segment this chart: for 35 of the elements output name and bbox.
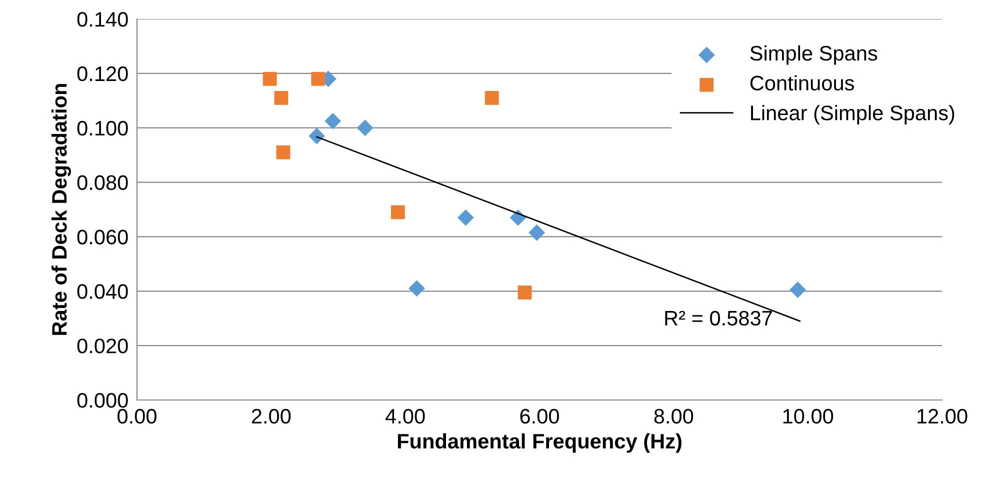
x-tick-label: 0.00 <box>118 408 156 424</box>
point <box>457 209 474 226</box>
point <box>391 205 405 220</box>
point <box>790 282 806 298</box>
point <box>324 112 342 130</box>
legend-label: Linear (Simple Spans) <box>751 105 954 124</box>
y-tick-label: 0.120 <box>77 66 128 82</box>
x-tick-label: 6.00 <box>520 408 559 424</box>
x-tick-label: 2.00 <box>252 408 291 424</box>
x-tick-label: 12.00 <box>918 408 968 424</box>
point <box>262 72 277 86</box>
point <box>308 128 325 144</box>
point <box>484 90 499 105</box>
y-tick-label: 0.020 <box>77 338 128 354</box>
point <box>276 145 290 160</box>
point <box>356 120 374 136</box>
point <box>274 90 288 105</box>
point <box>518 286 532 300</box>
point <box>528 224 546 241</box>
point <box>408 280 425 297</box>
y-tick-label: 0.080 <box>77 175 128 190</box>
legend-label: Simple Spans <box>750 45 878 65</box>
point <box>311 72 326 86</box>
y-axis-title: Rate of Deck Degradation <box>51 84 71 335</box>
y-tick-label: 0.040 <box>77 284 128 299</box>
y-tick-label: 0.060 <box>77 230 128 244</box>
annotation: R² = 0.5837 <box>665 310 772 326</box>
x-tick-label: 8.00 <box>654 408 694 424</box>
y-tick-label: 0.140 <box>77 12 128 27</box>
x-tick-label: 4.00 <box>386 408 425 424</box>
x-tick-label: 10.00 <box>783 408 834 424</box>
y-tick-label: 0.000 <box>77 393 128 408</box>
legend-label: Continuous <box>750 75 854 91</box>
y-tick-label: 0.100 <box>77 120 128 136</box>
x-axis-title: Fundamental Frequency (Hz) <box>398 433 682 453</box>
